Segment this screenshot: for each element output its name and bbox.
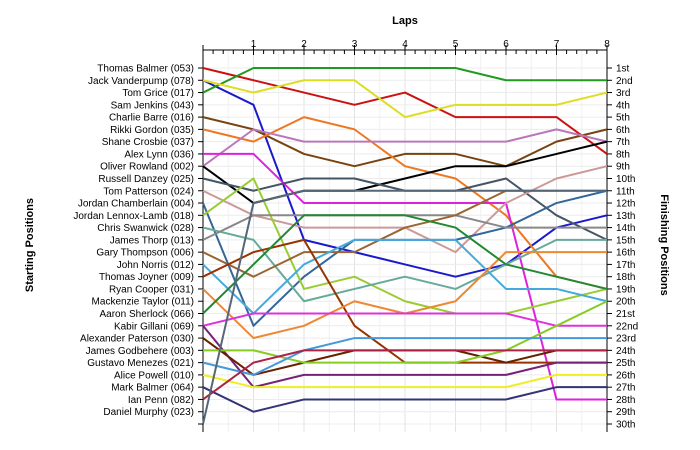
starting-position-label: Charlie Barre (016) bbox=[109, 113, 194, 124]
finishing-position-label: 20th bbox=[616, 297, 635, 308]
starting-position-label: Alice Powell (010) bbox=[114, 370, 194, 381]
starting-position-label: Oliver Rowland (002) bbox=[100, 162, 194, 173]
starting-position-label: Tom Patterson (024) bbox=[103, 186, 194, 197]
series-line bbox=[202, 325, 607, 389]
starting-position-label: Jordan Lennox-Lamb (018) bbox=[73, 211, 194, 222]
finishing-position-label: 16th bbox=[616, 248, 635, 259]
finishing-position-label: 19th bbox=[616, 284, 635, 295]
finishing-position-label: 10th bbox=[616, 174, 635, 185]
starting-position-label: Chris Swanwick (028) bbox=[97, 223, 194, 234]
finishing-position-label: 18th bbox=[616, 272, 635, 283]
starting-position-label: Tom Grice (017) bbox=[122, 88, 194, 99]
y-axis-label-right: Finishing Positions bbox=[658, 194, 670, 295]
starting-position-label: John Norris (012) bbox=[117, 260, 194, 271]
starting-position-label: Shane Crosbie (037) bbox=[102, 137, 194, 148]
starting-position-label: Thomas Balmer (053) bbox=[97, 64, 194, 75]
series-line bbox=[202, 373, 607, 389]
series-line bbox=[202, 67, 607, 94]
x-tick-label: 1 bbox=[251, 39, 257, 50]
finishing-position-label: 26th bbox=[616, 370, 635, 381]
finishing-position-label: 12th bbox=[616, 199, 635, 210]
x-tick-label: 8 bbox=[604, 39, 610, 50]
starting-position-label: Ian Penn (082) bbox=[128, 395, 194, 406]
starting-position-label: Ryan Cooper (031) bbox=[109, 284, 194, 295]
finishing-position-label: 15th bbox=[616, 235, 635, 246]
finishing-position-label: 24th bbox=[616, 346, 635, 357]
series-line bbox=[202, 386, 607, 413]
series-lines bbox=[202, 67, 608, 425]
starting-position-label: Daniel Murphy (023) bbox=[103, 407, 194, 418]
starting-position-label: Alex Lynn (036) bbox=[124, 149, 194, 160]
series-line bbox=[202, 214, 608, 315]
finishing-position-label: 9th bbox=[616, 162, 630, 173]
finishing-position-label: 6th bbox=[616, 125, 630, 136]
starting-position-label: Gustavo Menezes (021) bbox=[87, 358, 194, 369]
finishing-position-label: 7th bbox=[616, 137, 630, 148]
x-tick-labels: 1 2 3 4 5 6 7 8 bbox=[251, 39, 611, 50]
starting-position-label: Alexander Paterson (030) bbox=[80, 334, 194, 345]
axes bbox=[198, 45, 612, 432]
series-line bbox=[202, 226, 607, 303]
finishing-position-label: 30th bbox=[616, 420, 635, 431]
starting-position-label: Rikki Gordon (035) bbox=[110, 125, 194, 136]
starting-position-labels: Thomas Balmer (053)Jack Vanderpump (078)… bbox=[73, 64, 194, 419]
finishing-position-label: 28th bbox=[616, 395, 635, 406]
starting-position-label: Jack Vanderpump (078) bbox=[88, 76, 194, 87]
finishing-position-label: 11th bbox=[616, 186, 635, 197]
finishing-position-label: 25th bbox=[616, 358, 635, 369]
starting-position-label: Mark Balmer (064) bbox=[111, 383, 194, 394]
finishing-position-label: 27th bbox=[616, 383, 635, 394]
starting-position-label: Aaron Sherlock (066) bbox=[100, 309, 195, 320]
finishing-position-label: 4th bbox=[616, 100, 630, 111]
finishing-position-label: 8th bbox=[616, 149, 630, 160]
finishing-position-label: 22nd bbox=[616, 321, 638, 332]
series-line bbox=[203, 300, 608, 364]
finishing-position-label: 23rd bbox=[616, 334, 636, 345]
starting-position-label: Gary Thompson (006) bbox=[96, 248, 194, 259]
x-tick-label: 4 bbox=[402, 39, 408, 50]
series-line bbox=[202, 238, 608, 315]
finishing-position-label: 17th bbox=[616, 260, 635, 271]
series-line bbox=[202, 67, 608, 155]
x-tick-label: 2 bbox=[301, 39, 307, 50]
series-line bbox=[202, 79, 608, 119]
x-axis-label: Laps bbox=[392, 15, 418, 27]
finishing-position-label: 3rd bbox=[616, 88, 630, 99]
finishing-position-label: 2nd bbox=[616, 76, 633, 87]
finishing-position-label: 5th bbox=[616, 113, 630, 124]
series-line bbox=[202, 128, 608, 168]
x-tick-label: 7 bbox=[554, 39, 560, 50]
finishing-position-label: 14th bbox=[616, 223, 635, 234]
starting-position-label: James Godbehere (003) bbox=[86, 346, 194, 357]
series-line bbox=[202, 312, 607, 327]
starting-position-label: Mackenzie Taylor (011) bbox=[92, 297, 194, 308]
series-line bbox=[202, 116, 608, 168]
series-line bbox=[202, 189, 607, 425]
x-tick-label: 5 bbox=[453, 39, 459, 50]
starting-position-label: Sam Jenkins (043) bbox=[111, 100, 194, 111]
series-line bbox=[202, 337, 607, 376]
finishing-position-label: 13th bbox=[616, 211, 635, 222]
starting-position-label: Jordan Chamberlain (004) bbox=[78, 199, 194, 210]
series-line bbox=[202, 79, 608, 278]
x-tick-label: 3 bbox=[352, 39, 358, 50]
series-line bbox=[202, 349, 607, 401]
starting-position-label: Thomas Joyner (009) bbox=[99, 272, 194, 283]
finishing-position-label: 1st bbox=[616, 64, 630, 75]
starting-position-label: James Thorp (013) bbox=[110, 235, 194, 246]
y-axis-label-left: Starting Positions bbox=[24, 198, 36, 292]
starting-position-label: Kabir Gillani (069) bbox=[114, 321, 194, 332]
finishing-position-label: 21st bbox=[616, 309, 635, 320]
x-tick-label: 6 bbox=[503, 39, 509, 50]
finishing-position-labels: 1st2nd3rd4th5th6th7th8th9th10th11th12th1… bbox=[616, 64, 638, 431]
starting-position-label: Russell Danzey (025) bbox=[98, 174, 194, 185]
finishing-position-label: 29th bbox=[616, 407, 635, 418]
